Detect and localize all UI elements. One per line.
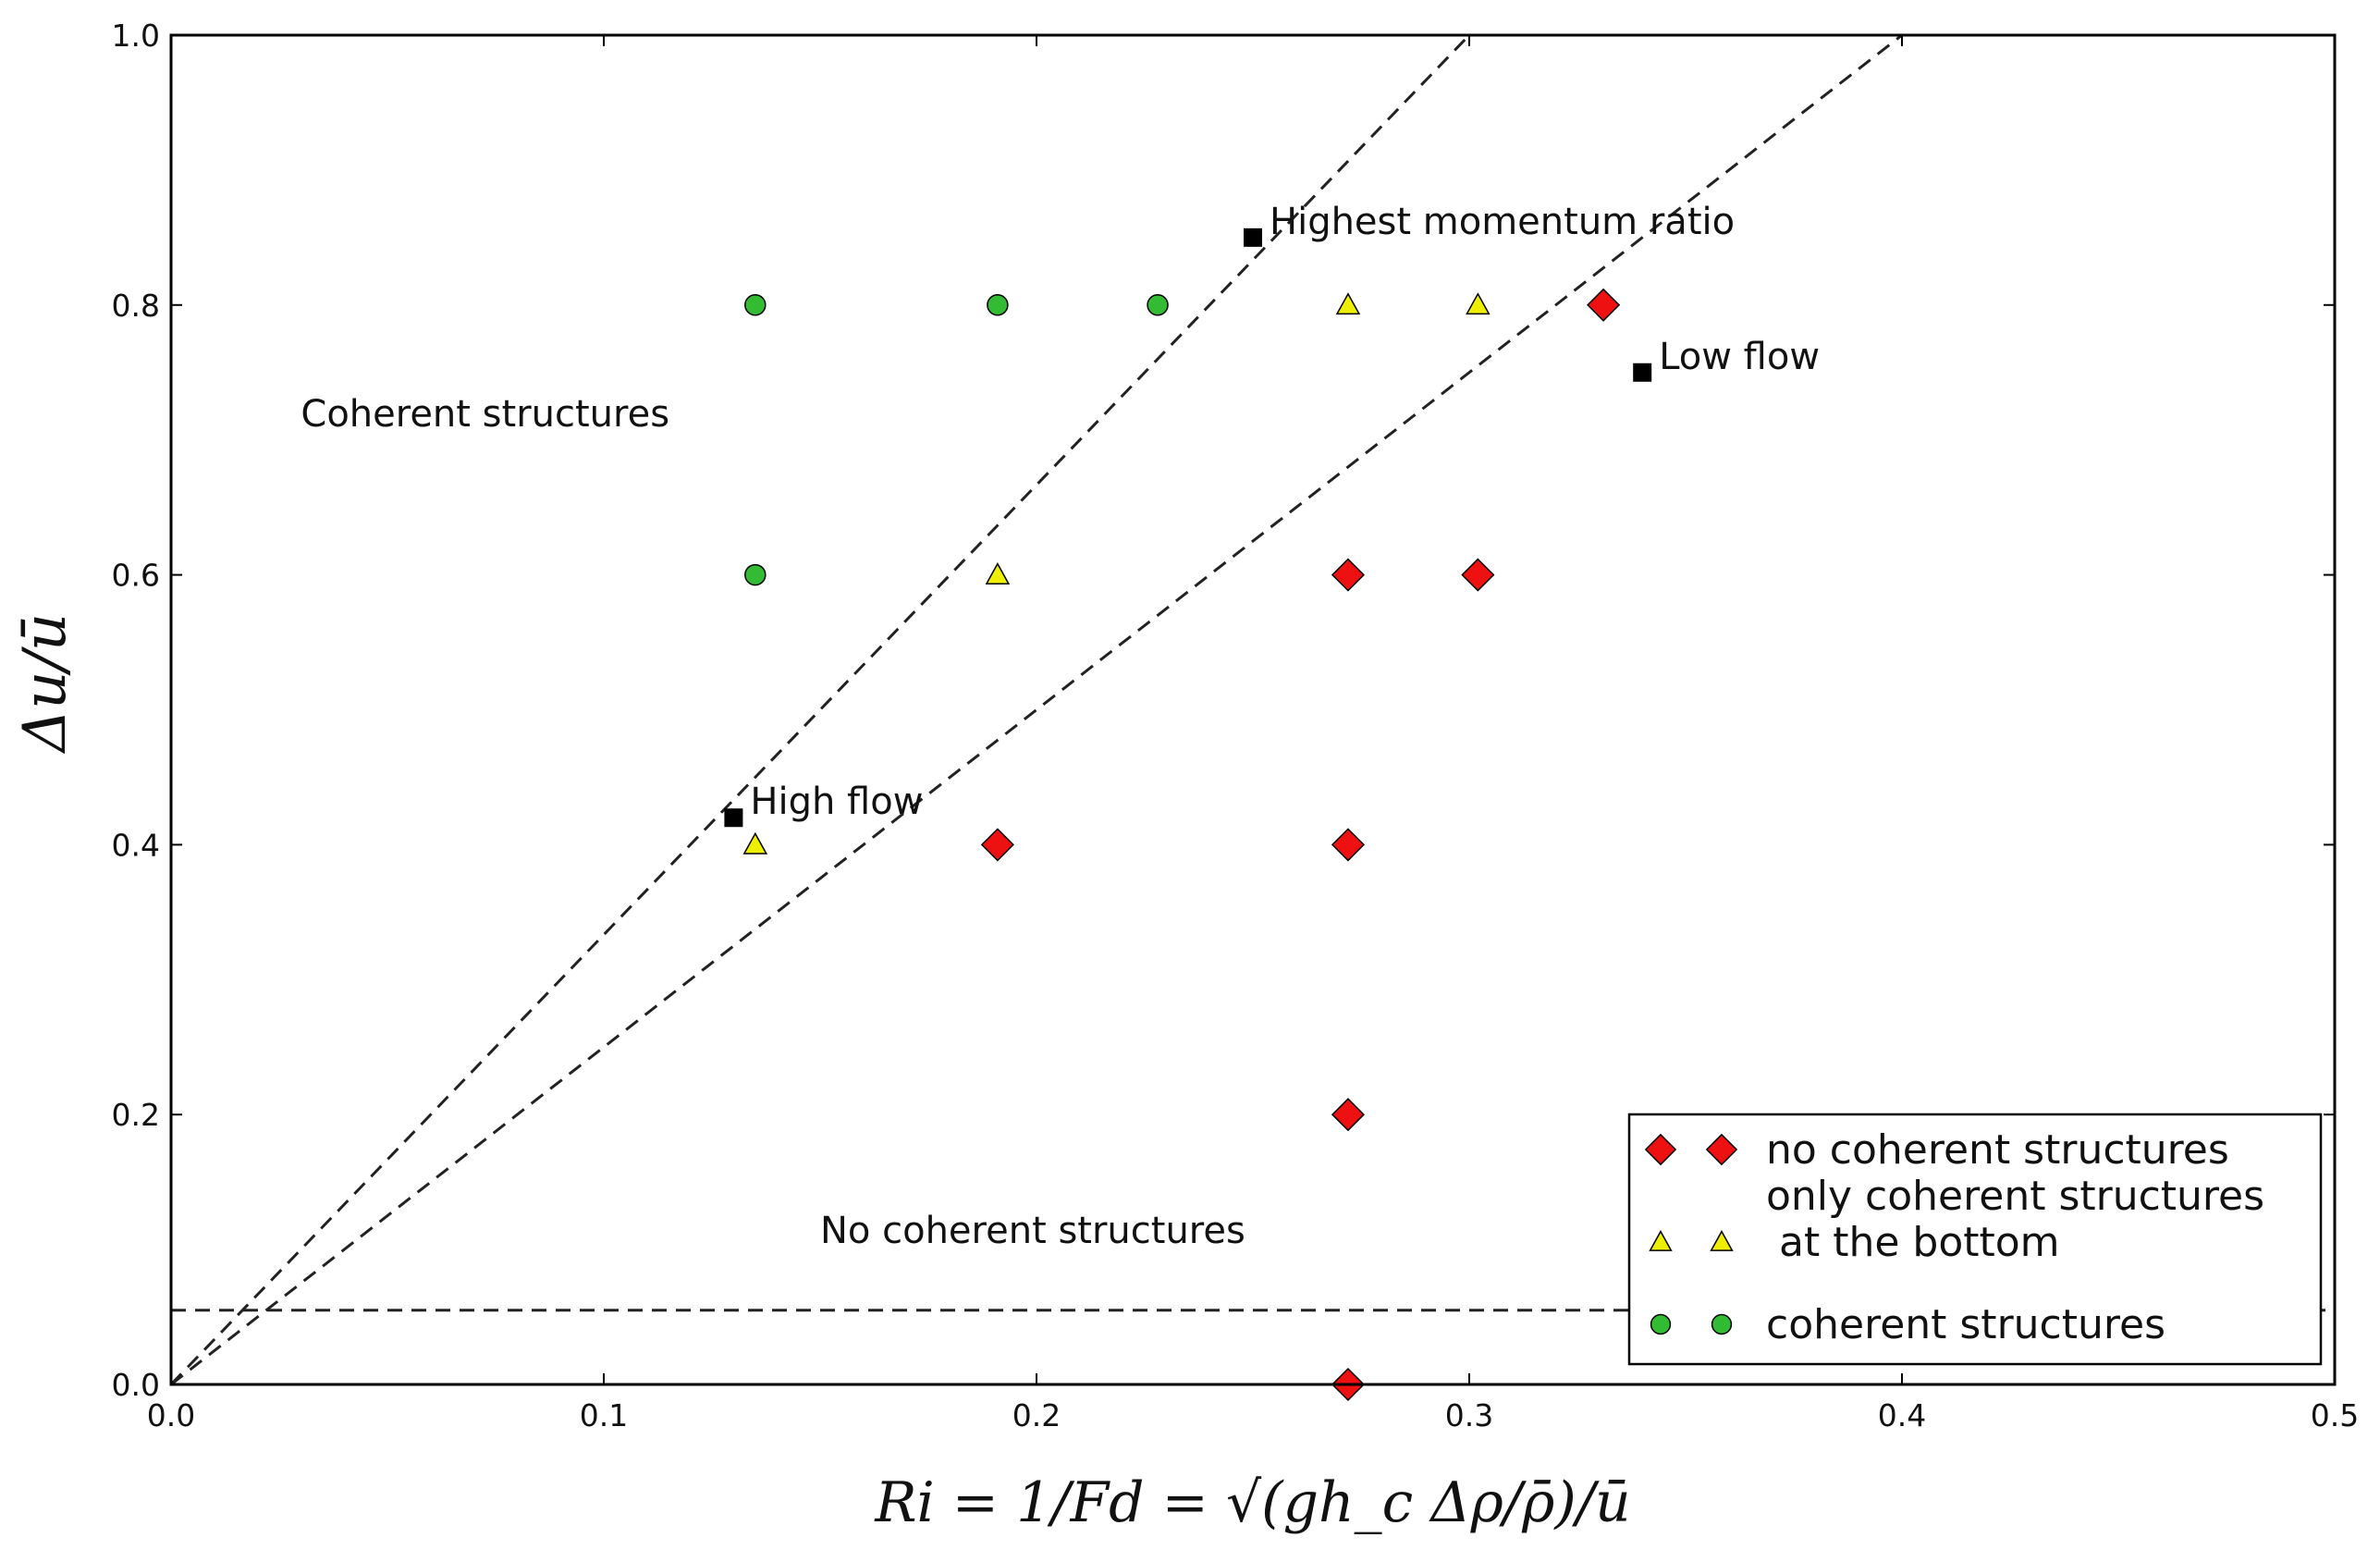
y-tick-label: 0.6 xyxy=(112,558,160,594)
named-point-marker-2 xyxy=(1633,363,1652,382)
region-label-2: No coherent structures xyxy=(820,1210,1245,1252)
x-tick-label: 0.1 xyxy=(580,1397,628,1433)
annotations: Highest momentum ratio Low flow High flow C… xyxy=(301,201,1820,1252)
legend-marker-2a xyxy=(1649,1230,1673,1251)
legend-marker-2b xyxy=(1710,1230,1734,1251)
data-point-s1-4 xyxy=(980,828,1014,862)
data-point-s3-4 xyxy=(744,563,767,586)
data-point-s3-2 xyxy=(987,294,1009,316)
legend-label-3: coherent structures xyxy=(1766,1301,2165,1348)
legend-marker-1b xyxy=(1705,1133,1738,1166)
data-point-s2-3 xyxy=(985,562,1011,584)
y-tick-label: 0.2 xyxy=(112,1097,160,1133)
y-tick-label: 0.8 xyxy=(112,288,160,324)
data-point-s2-1 xyxy=(1335,292,1361,315)
x-tick-label: 0.5 xyxy=(2311,1397,2359,1433)
data-point-s2-4 xyxy=(742,831,768,855)
legend-marker-3b xyxy=(1711,1313,1733,1335)
data-point-s2-2 xyxy=(1466,292,1491,315)
legend-box xyxy=(1627,1113,2323,1366)
data-point-s1-2 xyxy=(1331,558,1366,592)
named-point-label-2: Low flow xyxy=(1659,336,1820,378)
named-point-label-3: High flow xyxy=(750,781,923,823)
x-tick-label: 0.0 xyxy=(147,1397,195,1433)
data-point-s1-5 xyxy=(1331,828,1366,862)
x-tick-label: 0.4 xyxy=(1878,1397,1926,1433)
x-axis-label: Ri = 1/Fd = √(gh_c Δρ/ρ̄)/ū xyxy=(874,1470,1630,1535)
data-point-s3-1 xyxy=(744,294,767,316)
y-tick-label: 1.0 xyxy=(112,18,160,54)
legend-marker-3a xyxy=(1650,1313,1672,1335)
y-tick-label: 0.4 xyxy=(112,827,160,863)
data-point-s1-6 xyxy=(1331,1098,1366,1132)
axis-ticks: 0.0 0.1 0.2 0.3 0.4 0.5 0.0 0.2 0.4 0.6 0.8 1.0 xyxy=(112,18,2360,1433)
legend-label-2: only coherent structures at the bottom xyxy=(1766,1173,2264,1266)
x-tick-label: 0.3 xyxy=(1445,1397,1493,1433)
named-point-marker-1 xyxy=(1244,228,1262,247)
legend-marker-1a xyxy=(1644,1133,1677,1166)
data-marks xyxy=(742,288,1621,1402)
plot-frame xyxy=(169,33,2337,1386)
data-point-s1-3 xyxy=(1461,558,1495,592)
named-point-label-1: Highest momentum ratio xyxy=(1270,201,1735,243)
y-axis-label: Δu/ū xyxy=(11,613,80,755)
reference-line-2 xyxy=(171,35,1903,1384)
data-point-s3-3 xyxy=(1147,294,1169,316)
legend-label-1: no coherent structures xyxy=(1766,1126,2229,1174)
y-tick-label: 0.0 xyxy=(112,1367,160,1403)
x-tick-label: 0.2 xyxy=(1012,1397,1061,1433)
data-point-s1-1 xyxy=(1587,288,1621,322)
named-point-marker-3 xyxy=(724,808,743,828)
region-label-1: Coherent structures xyxy=(301,393,669,436)
